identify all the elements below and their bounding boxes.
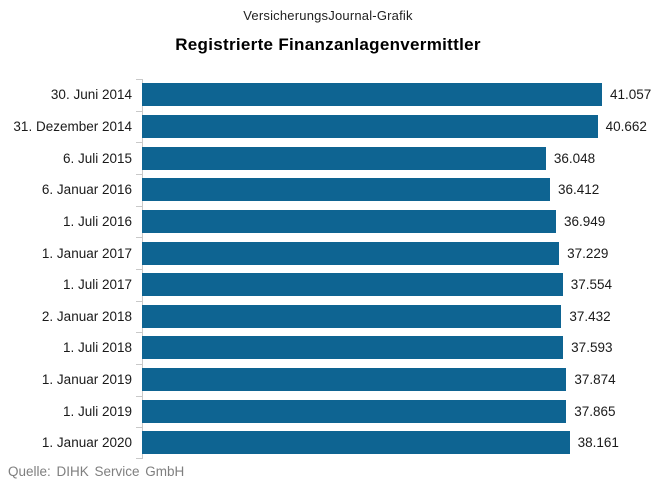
axis-tick (136, 173, 143, 175)
category-label: 1. Juli 2016 (62, 213, 132, 229)
value-label: 37.593 (571, 340, 613, 356)
bar-track: 36.412 (142, 178, 602, 202)
bar-track: 37.874 (142, 368, 616, 392)
bar-track: 40.662 (142, 114, 647, 138)
bar-track: 37.865 (142, 399, 616, 423)
category-label: 2. Januar 2018 (41, 308, 132, 324)
chart-row: 1. Januar 2017 37.229 (0, 237, 656, 269)
bar (142, 399, 567, 423)
axis-tick (136, 300, 143, 302)
category-label: 31. Dezember 2014 (13, 118, 132, 134)
chart-row: 2. Januar 2018 37.432 (0, 300, 656, 332)
axis-tick (136, 142, 143, 144)
bar (142, 241, 560, 265)
category-label: 30. Juni 2014 (50, 87, 132, 103)
bar-track: 36.048 (142, 146, 602, 170)
value-label: 38.161 (577, 435, 619, 451)
value-label: 36.412 (557, 182, 600, 198)
bar-track: 36.949 (142, 209, 606, 233)
bar-track: 41.057 (142, 83, 651, 107)
axis-tick (136, 268, 143, 270)
bar-track: 37.554 (142, 273, 612, 297)
bar (142, 304, 562, 328)
value-label: 37.554 (570, 277, 613, 293)
bar (142, 114, 598, 138)
bar (142, 146, 546, 170)
bar (142, 336, 564, 360)
axis-tick (136, 332, 143, 334)
axis-tick (136, 79, 143, 80)
chart-row: 6. Januar 2016 36.412 (0, 174, 656, 206)
axis-tick (136, 237, 143, 239)
chart-row: 1. Januar 2020 38.161 (0, 427, 656, 459)
value-label: 37.874 (574, 372, 616, 388)
category-label: 1. Januar 2017 (41, 245, 132, 261)
chart-title: Registrierte Finanzanlagenvermittler (175, 35, 481, 54)
axis-tick (136, 427, 143, 429)
category-label: 1. Juli 2018 (62, 340, 132, 356)
source-note: Quelle: DIHK Service GmbH (8, 463, 185, 479)
category-label: 1. Januar 2020 (41, 435, 132, 451)
chart-row: 1. Juli 2016 36.949 (0, 206, 656, 238)
value-label: 37.432 (569, 308, 611, 324)
axis-tick (136, 363, 143, 365)
category-label: 6. Juli 2015 (62, 150, 132, 166)
bar (142, 273, 563, 297)
axis-tick (136, 110, 143, 112)
axis-tick (136, 395, 143, 397)
bar (142, 83, 602, 107)
bar (142, 209, 556, 233)
chart-row: 31. Dezember 2014 40.662 (0, 111, 656, 143)
value-label: 41.057 (610, 87, 652, 103)
axis-tick (136, 457, 143, 459)
category-label: 1. Juli 2019 (62, 403, 132, 419)
chart-row: 6. Juli 2015 36.048 (0, 142, 656, 174)
value-label: 40.662 (605, 118, 647, 134)
bar (142, 431, 570, 455)
value-label: 37.229 (567, 245, 609, 261)
chart-row: 1. Juli 2017 37.554 (0, 269, 656, 301)
value-label: 36.048 (553, 150, 596, 166)
bar-track: 37.229 (142, 241, 608, 265)
category-label: 1. Juli 2017 (62, 277, 132, 293)
value-label: 36.949 (563, 213, 606, 229)
chart-row: 1. Januar 2019 37.874 (0, 364, 656, 396)
bar (142, 368, 567, 392)
chart-row: 1. Juli 2019 37.865 (0, 395, 656, 427)
category-label: 1. Januar 2019 (41, 372, 132, 388)
value-label: 37.865 (574, 403, 616, 419)
bar-chart: 30. Juni 2014 41.057 31. Dezember 2014 40.6… (0, 79, 656, 459)
brand-header: VersicherungsJournal-Grafik (243, 8, 413, 23)
bar (142, 178, 550, 202)
bar-track: 38.161 (142, 431, 619, 455)
chart-row: 1. Juli 2018 37.593 (0, 332, 656, 364)
category-label: 6. Januar 2016 (41, 182, 132, 198)
chart-row: 30. Juni 2014 41.057 (0, 79, 656, 111)
bar-track: 37.593 (142, 336, 612, 360)
axis-tick (136, 205, 143, 207)
bar-track: 37.432 (142, 304, 611, 328)
